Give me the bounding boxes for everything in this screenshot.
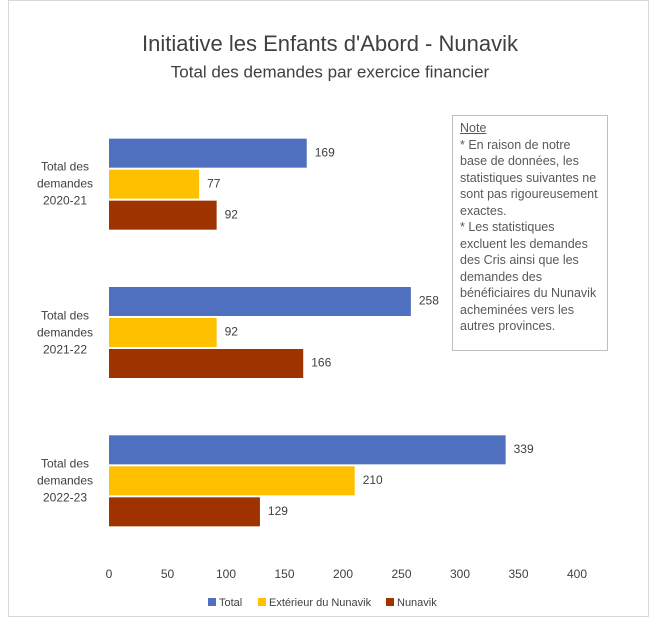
data-label: 92: [225, 325, 239, 339]
x-tick-label: 350: [508, 567, 528, 581]
bar: [109, 318, 217, 347]
note-text: * En raison de notre base de données, le…: [460, 137, 598, 218]
data-label: 129: [268, 504, 288, 518]
bar: [109, 466, 355, 496]
data-label: 166: [311, 356, 331, 370]
data-label: 258: [419, 294, 439, 308]
x-tick-label: 50: [161, 567, 175, 581]
note-text: * Les statistiques excluent les demandes…: [460, 220, 597, 333]
data-label: 339: [514, 442, 534, 456]
bar: [109, 287, 411, 316]
legend-swatch: [386, 598, 394, 606]
x-tick-label: 150: [274, 567, 294, 581]
note: Note * En raison de notre base de donnée…: [452, 115, 608, 351]
data-label: 92: [225, 207, 239, 221]
legend-swatch: [258, 598, 266, 606]
bar: [109, 497, 260, 527]
bar: [109, 200, 217, 230]
chart-title: Initiative les Enfants d'Abord - Nunavik: [142, 31, 519, 56]
x-tick-label: 400: [567, 567, 587, 581]
x-tick-label: 250: [391, 567, 411, 581]
x-tick-label: 200: [333, 567, 353, 581]
data-label: 210: [363, 473, 383, 487]
legend-label: Total: [219, 597, 242, 609]
bar: [109, 138, 307, 168]
y-tick-label: Total des demandes 2022-23: [36, 456, 94, 505]
chart-subtitle: Total des demandes par exercice financie…: [171, 62, 490, 81]
bar: [109, 169, 200, 199]
legend-label: Nunavik: [397, 597, 437, 609]
x-tick-label: 0: [106, 567, 113, 581]
legend-swatch: [208, 598, 216, 606]
data-label: 169: [315, 145, 335, 159]
x-tick-label: 100: [216, 567, 236, 581]
data-label: 77: [207, 176, 221, 190]
note-title: Note: [460, 121, 487, 135]
y-tick-label: Total des demandes 2021-22: [36, 308, 94, 356]
y-tick-label: Total des demandes 2020-21: [36, 159, 94, 208]
bar: [109, 349, 304, 378]
bar: [109, 435, 506, 465]
legend-label: Extérieur du Nunavik: [269, 597, 372, 609]
x-tick-label: 300: [450, 567, 470, 581]
